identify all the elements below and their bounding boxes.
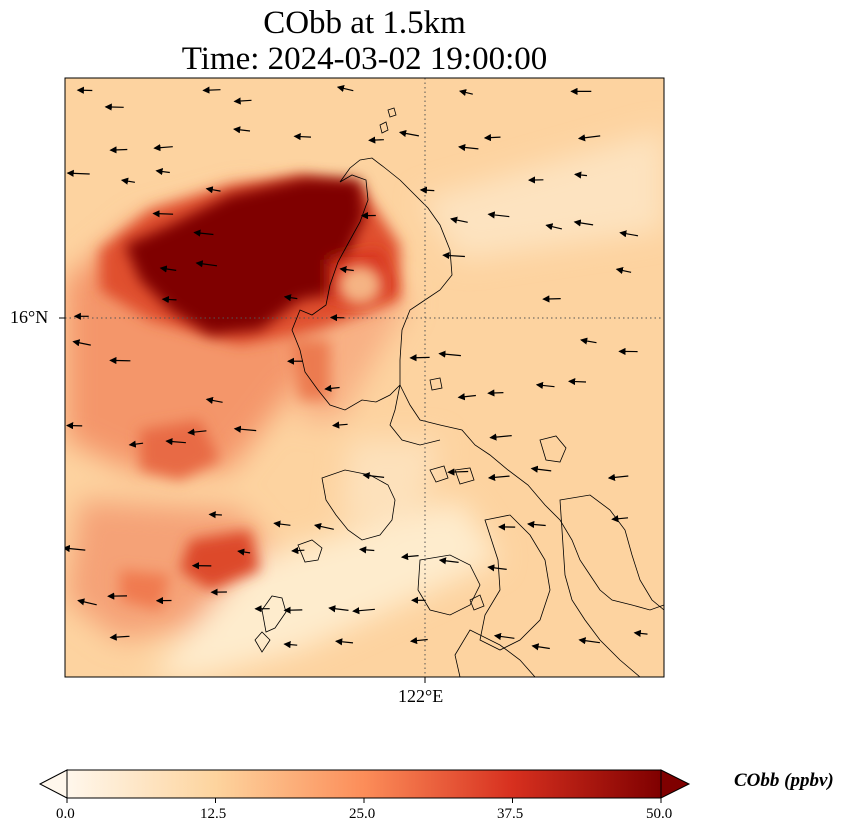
wind-arrow xyxy=(165,438,186,446)
wind-arrow xyxy=(458,143,479,152)
wind-arrow xyxy=(208,511,222,519)
wind-arrow xyxy=(400,552,419,561)
wind-arrow xyxy=(530,465,552,473)
wind-arrow xyxy=(489,433,512,441)
wind-arrow xyxy=(155,167,170,176)
wind-arrow xyxy=(202,86,221,94)
wind-arrow xyxy=(109,146,128,154)
wind-arrow xyxy=(152,210,174,218)
wind-arrow xyxy=(633,629,648,637)
colorbar-gradient xyxy=(66,769,662,799)
wind-arrow xyxy=(577,134,601,142)
wind-arrow xyxy=(493,632,515,641)
wind-arrow xyxy=(398,129,420,138)
wind-arrow xyxy=(283,294,298,302)
lat-label-16n: 16°N xyxy=(10,307,49,327)
wind-arrow xyxy=(419,186,435,194)
wind-arrow xyxy=(457,393,476,401)
colorbar-title: CObb (ppbv) xyxy=(734,770,834,791)
graticule xyxy=(65,78,664,677)
colorbar-extend-max xyxy=(660,769,691,799)
wind-arrow xyxy=(313,522,334,531)
wind-arrow xyxy=(233,97,252,105)
wind-arrow xyxy=(195,260,218,268)
wind-arrow xyxy=(283,641,298,649)
concentration-field xyxy=(65,78,664,677)
wind-arrow xyxy=(205,396,223,404)
colorbar xyxy=(38,769,691,803)
colorbar-tick-label: 37.5 xyxy=(497,806,524,822)
wind-arrow xyxy=(120,177,135,185)
wind-arrow xyxy=(580,337,597,345)
wind-arrow xyxy=(153,144,173,152)
wind-arrow xyxy=(77,598,97,606)
wind-arrow xyxy=(335,638,354,646)
wind-arrow xyxy=(205,186,221,194)
wind-vectors xyxy=(65,84,648,651)
title-time: Time: 2024-03-02 19:00:00 xyxy=(181,41,548,77)
wind-arrow xyxy=(339,266,354,274)
wind-arrow xyxy=(438,350,461,358)
wind-arrow xyxy=(447,468,469,476)
wind-arrow xyxy=(545,223,563,231)
colorbar-tick-label: 0.0 xyxy=(56,806,75,822)
wind-arrow xyxy=(293,132,312,141)
wind-arrow xyxy=(615,267,632,275)
wind-arrow xyxy=(362,472,385,480)
title-variable: CObb at 1.5km xyxy=(263,5,466,41)
wind-arrow xyxy=(535,381,555,390)
wind-arrow xyxy=(458,89,473,97)
wind-arrow xyxy=(352,607,375,615)
wind-arrow xyxy=(237,548,251,556)
wind-arrow xyxy=(487,389,504,397)
wind-arrow xyxy=(332,421,348,429)
wind-arrow xyxy=(619,230,639,238)
wind-arrow xyxy=(161,295,177,304)
wind-arrow xyxy=(291,546,305,555)
wind-arrow xyxy=(233,126,251,134)
colorbar-tick-label: 25.0 xyxy=(349,806,376,822)
wind-arrow xyxy=(542,295,561,303)
wind-arrow xyxy=(233,425,257,433)
wind-arrow xyxy=(65,545,86,553)
colorbar-extend-min xyxy=(38,769,68,799)
wind-arrow xyxy=(527,520,546,529)
wind-arrow xyxy=(442,251,465,260)
wind-arrow xyxy=(573,219,594,227)
wind-arrow xyxy=(324,384,340,392)
wind-arrow xyxy=(72,339,91,347)
wind-arrow xyxy=(578,637,600,645)
wind-arrow xyxy=(607,473,629,481)
wind-arrow xyxy=(574,171,588,179)
wind-arrow xyxy=(611,515,629,523)
wind-arrow xyxy=(328,605,349,613)
wind-arrow xyxy=(531,643,550,651)
wind-arrow xyxy=(66,169,90,177)
wind-arrow xyxy=(450,216,468,224)
wind-arrow xyxy=(187,428,207,436)
wind-arrow xyxy=(128,440,144,448)
colorbar-tick-label: 50.0 xyxy=(646,806,673,822)
coastline xyxy=(254,107,664,677)
wind-arrow xyxy=(109,633,130,641)
wind-arrow xyxy=(336,84,354,92)
wind-arrow xyxy=(193,229,214,237)
wind-arrow xyxy=(409,354,430,362)
wind-arrow xyxy=(359,546,375,554)
map-frame xyxy=(64,77,665,678)
wind-arrow xyxy=(159,265,177,273)
wind-arrow xyxy=(487,564,507,572)
wind-arrow xyxy=(483,133,501,142)
wind-arrow xyxy=(438,557,459,565)
wind-arrow xyxy=(273,520,291,528)
wind-arrow xyxy=(409,637,428,645)
lon-label-122e: 122°E xyxy=(398,686,444,706)
wind-arrow xyxy=(568,377,587,386)
colorbar-tick-label: 12.5 xyxy=(200,806,227,822)
wind-arrow xyxy=(487,211,510,219)
wind-arrow xyxy=(368,136,384,144)
wind-arrow xyxy=(487,473,510,481)
